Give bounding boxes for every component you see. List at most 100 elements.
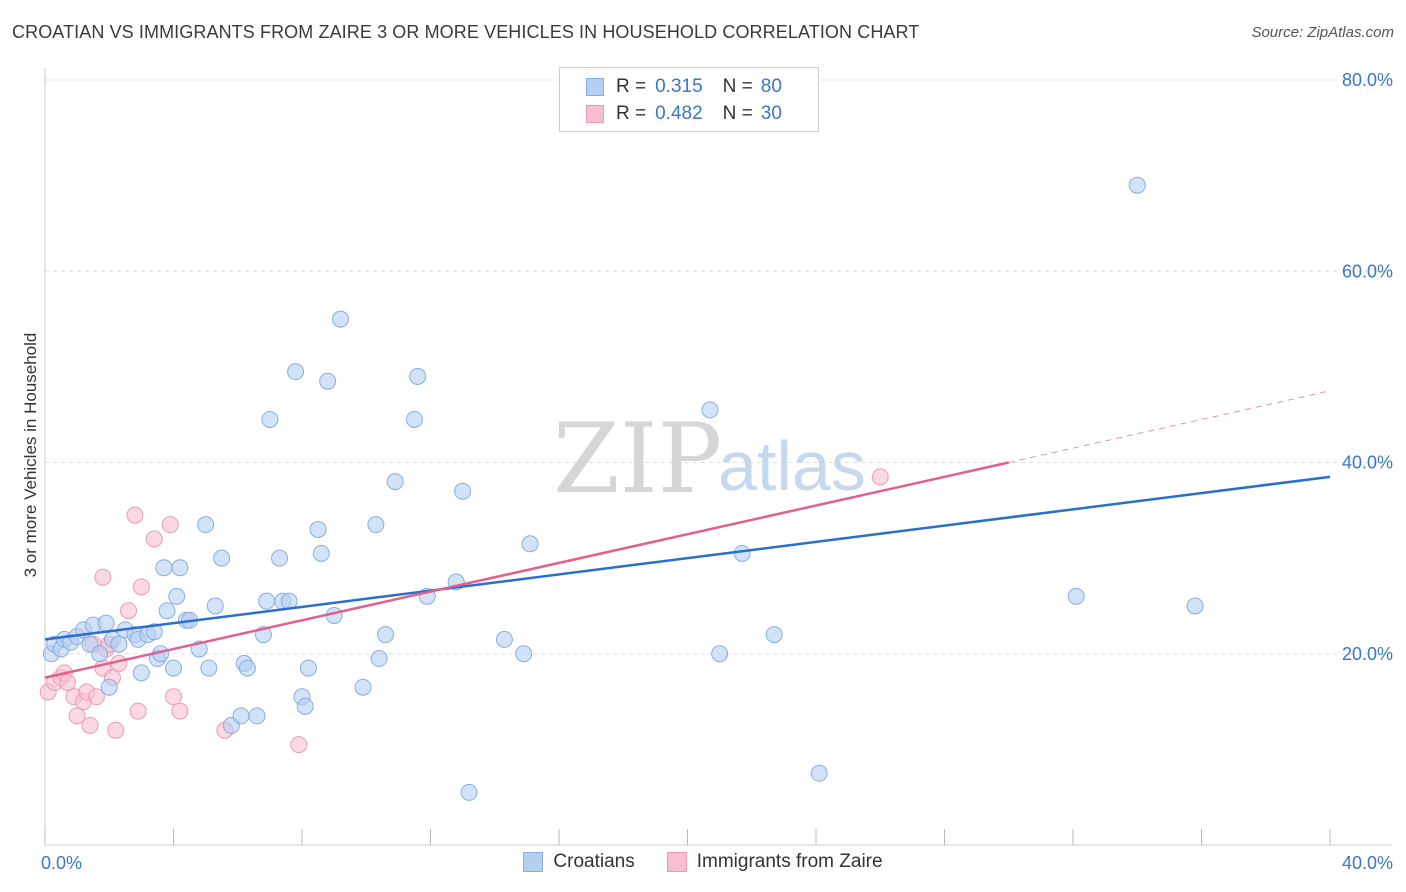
- data-point-croatians: [213, 549, 231, 567]
- stats-legend: R = 0.315 N = 80 R = 0.482 N = 30: [559, 67, 819, 132]
- data-point-croatians: [287, 363, 305, 381]
- data-point-croatians: [454, 482, 472, 500]
- data-point-croatians: [132, 664, 150, 682]
- data-point-croatians: [711, 645, 729, 663]
- y-tick-label: 80.0%: [1342, 70, 1393, 90]
- legend-label-immigrants: Immigrants from Zaire: [696, 851, 883, 872]
- trend-line-immigrants-extension: [1008, 390, 1331, 463]
- data-point-croatians: [296, 697, 314, 715]
- data-point-croatians: [261, 410, 279, 428]
- data-point-croatians: [168, 587, 186, 605]
- data-point-croatians: [354, 678, 372, 696]
- data-point-immigrants: [129, 702, 147, 720]
- y-tick-labels: 20.0% 40.0% 60.0% 80.0%: [1342, 70, 1393, 664]
- data-point-croatians: [299, 659, 317, 677]
- trend-lines: [44, 390, 1331, 679]
- trend-line-croatians: [44, 475, 1331, 641]
- data-point-croatians: [765, 626, 783, 644]
- data-point-croatians: [165, 659, 182, 677]
- data-point-immigrants: [132, 578, 150, 596]
- data-point-croatians: [332, 310, 350, 328]
- data-point-immigrants: [94, 568, 112, 586]
- legend-label-croatians: Croatians: [553, 851, 635, 872]
- data-point-croatians: [319, 372, 337, 390]
- data-point-immigrants: [165, 688, 182, 706]
- data-point-croatians: [521, 535, 539, 553]
- data-point-croatians: [515, 645, 533, 663]
- data-point-croatians: [1186, 597, 1204, 615]
- y-tick-label: 20.0%: [1342, 644, 1393, 664]
- data-point-croatians: [271, 549, 289, 567]
- legend-r-value: 0.315: [655, 76, 703, 97]
- data-point-croatians: [377, 626, 395, 644]
- x-tick-labels: 0.0% 40.0%: [41, 853, 1393, 873]
- data-point-croatians: [158, 602, 176, 620]
- legend-item-immigrants[interactable]: Immigrants from Zaire: [666, 851, 883, 873]
- data-point-croatians: [197, 516, 215, 534]
- chart-title: CROATIAN VS IMMIGRANTS FROM ZAIRE 3 OR M…: [12, 22, 920, 42]
- data-point-croatians: [460, 783, 478, 801]
- data-point-croatians: [701, 401, 719, 419]
- legend-n-value: 80: [760, 76, 782, 97]
- legend-row-croatians: R = 0.315 N = 80: [586, 74, 782, 100]
- data-point-croatians: [110, 635, 128, 653]
- data-point-croatians: [312, 544, 330, 562]
- data-point-immigrants: [145, 530, 163, 548]
- data-point-immigrants: [290, 736, 308, 754]
- series-legend: Croatians Immigrants from Zaire: [0, 851, 1406, 873]
- data-point-croatians: [409, 367, 427, 385]
- data-point-croatians: [91, 645, 109, 663]
- y-tick-label: 40.0%: [1342, 453, 1393, 473]
- data-point-croatians: [200, 659, 218, 677]
- data-point-croatians: [258, 592, 276, 610]
- data-point-croatians: [145, 623, 163, 641]
- grid-lines: [45, 79, 1392, 655]
- y-axis-title: 3 or more Vehicles in Household: [21, 333, 40, 578]
- data-point-croatians: [386, 473, 404, 491]
- data-point-croatians: [810, 764, 828, 782]
- legend-n-value: 30: [760, 103, 782, 124]
- data-point-croatians: [405, 410, 423, 428]
- data-point-croatians: [1067, 587, 1085, 605]
- data-point-immigrants: [87, 688, 105, 706]
- data-point-croatians: [232, 707, 250, 725]
- data-point-croatians: [367, 516, 385, 534]
- watermark-atlas: atlas: [718, 427, 866, 505]
- watermark-zip: ZIP: [553, 403, 722, 515]
- data-point-immigrants: [68, 707, 86, 725]
- data-point-immigrants: [871, 468, 889, 486]
- data-point-croatians: [1128, 176, 1146, 194]
- data-point-croatians: [100, 678, 118, 696]
- legend-n-label: N =: [722, 103, 753, 124]
- data-point-croatians: [370, 650, 388, 668]
- y-tick-label: 60.0%: [1342, 261, 1393, 281]
- legend-swatch-blue: [586, 78, 604, 96]
- legend-r-value: 0.482: [655, 103, 703, 124]
- data-point-croatians: [155, 559, 173, 577]
- trend-line-immigrants: [44, 461, 1010, 679]
- legend-r-label: R =: [616, 103, 647, 124]
- data-point-immigrants: [171, 702, 189, 720]
- data-point-croatians: [171, 559, 189, 577]
- axes: [44, 68, 1392, 846]
- data-point-croatians: [238, 659, 256, 677]
- data-point-immigrants: [120, 602, 138, 620]
- data-point-immigrants: [126, 506, 144, 524]
- legend-n-label: N =: [722, 76, 753, 97]
- x-tick-label: 0.0%: [41, 853, 82, 873]
- data-point-immigrants: [58, 673, 76, 691]
- legend-swatch-pink: [586, 105, 604, 123]
- data-point-immigrants: [81, 716, 99, 734]
- legend-swatch-blue: [523, 852, 544, 872]
- x-tick-label: 40.0%: [1342, 853, 1393, 873]
- data-point-croatians: [309, 520, 327, 538]
- data-point-croatians: [248, 707, 266, 725]
- legend-row-immigrants: R = 0.482 N = 30: [586, 101, 782, 127]
- legend-r-label: R =: [616, 76, 647, 97]
- data-point-immigrants: [107, 721, 125, 739]
- series-immigrants-points: [39, 468, 889, 754]
- data-point-croatians: [97, 614, 115, 632]
- data-point-croatians: [495, 630, 513, 648]
- legend-item-croatians[interactable]: Croatians: [523, 851, 635, 873]
